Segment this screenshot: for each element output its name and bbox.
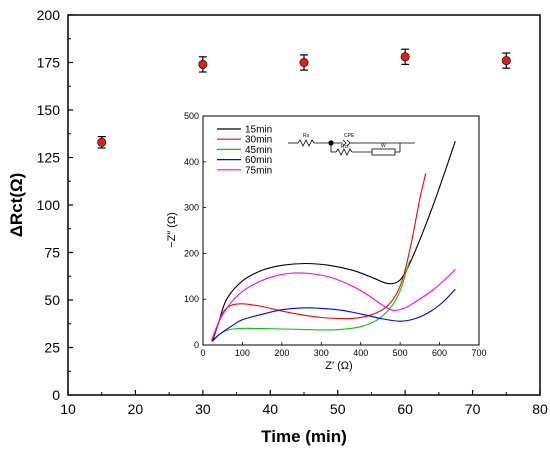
main-points — [97, 48, 511, 149]
legend-label: 30min — [245, 135, 272, 146]
inset-y-tick-label: 100 — [184, 294, 199, 304]
point-marker — [198, 59, 208, 69]
series-line-15min — [212, 141, 456, 341]
point-marker — [97, 137, 107, 147]
circuit-label-rct: Rct — [341, 144, 349, 150]
inset-x-tick-label: 300 — [314, 348, 329, 358]
inset-x-axis-title: Z′ (Ω) — [325, 360, 352, 372]
inset-x-tick-label: 200 — [274, 348, 289, 358]
main-y-tick-label: 0 — [52, 387, 60, 403]
main-y-tick-label: 75 — [44, 245, 60, 261]
legend-label: 60min — [245, 155, 272, 166]
circuit-label-rs: Rs — [303, 133, 310, 139]
inset-y-tick-label: 500 — [184, 111, 199, 121]
inset-x-tick-label: 600 — [432, 348, 447, 358]
inset-x-tick-label: 500 — [393, 348, 408, 358]
main-y-tick-label: 125 — [37, 150, 61, 166]
circuit-label-cpe: CPE — [344, 133, 355, 139]
circuit-resistor-rs — [297, 139, 315, 147]
series-line-45min — [212, 260, 411, 342]
main-x-tick-label: 40 — [262, 401, 278, 417]
inset-x-tick-label: 700 — [471, 348, 486, 358]
legend-label: 45min — [245, 145, 272, 156]
legend-label: 75min — [245, 165, 272, 176]
equivalent-circuit-diagram — [288, 139, 415, 156]
inset-y-axis-title: −Z″ (Ω) — [166, 212, 178, 248]
main-x-tick-label: 20 — [128, 401, 144, 417]
circuit-resistor-rct — [335, 148, 353, 156]
point-marker — [299, 57, 309, 67]
series-line-60min — [211, 288, 456, 342]
main-x-tick-label: 80 — [532, 401, 548, 417]
inset-y-tick-label: 300 — [184, 203, 199, 213]
data-point — [198, 56, 208, 73]
main-x-tick-label: 50 — [330, 401, 346, 417]
inset-series — [211, 141, 456, 342]
main-y-tick-label: 25 — [44, 340, 60, 356]
main-y-tick-label: 50 — [44, 292, 60, 308]
point-marker — [501, 56, 511, 66]
inset-y-tick-label: 200 — [184, 248, 199, 258]
main-y-axis-title: ΔRct(Ω) — [7, 173, 26, 238]
series-line-30min — [211, 173, 427, 341]
inset-y-tick-label: 400 — [184, 157, 199, 167]
main-x-axis-title: Time (min) — [261, 427, 347, 446]
data-point — [97, 136, 107, 149]
data-point — [299, 54, 309, 71]
main-x-tick-label: 30 — [195, 401, 211, 417]
inset-x-tick-label: 100 — [235, 348, 250, 358]
point-marker — [400, 52, 410, 62]
inset-x-tick-label: 0 — [200, 348, 205, 358]
data-point — [501, 52, 511, 69]
main-x-tick-label: 10 — [60, 401, 76, 417]
legend-label: 15min — [245, 125, 272, 136]
circuit-cpe — [342, 139, 347, 147]
data-point — [400, 48, 410, 66]
inset-ticks: 0 100 200 300 400 500 600 700 0 100 200 300 400 500 — [184, 111, 487, 358]
main-y-tick-label: 200 — [37, 7, 61, 23]
main-y-tick-label: 100 — [37, 197, 61, 213]
main-y-tick-label: 150 — [37, 102, 61, 118]
series-line-75min — [212, 269, 456, 339]
main-x-tick-label: 70 — [465, 401, 481, 417]
circuit-label-w: W — [381, 143, 386, 149]
main-x-tick-label: 60 — [397, 401, 413, 417]
inset-x-tick-label: 400 — [353, 348, 368, 358]
main-ticks: 10 20 30 40 50 60 70 80 0 25 50 75 100 125 150 175 200 — [37, 7, 548, 417]
inset-y-tick-label: 0 — [194, 340, 199, 350]
main-y-tick-label: 175 — [37, 55, 61, 71]
